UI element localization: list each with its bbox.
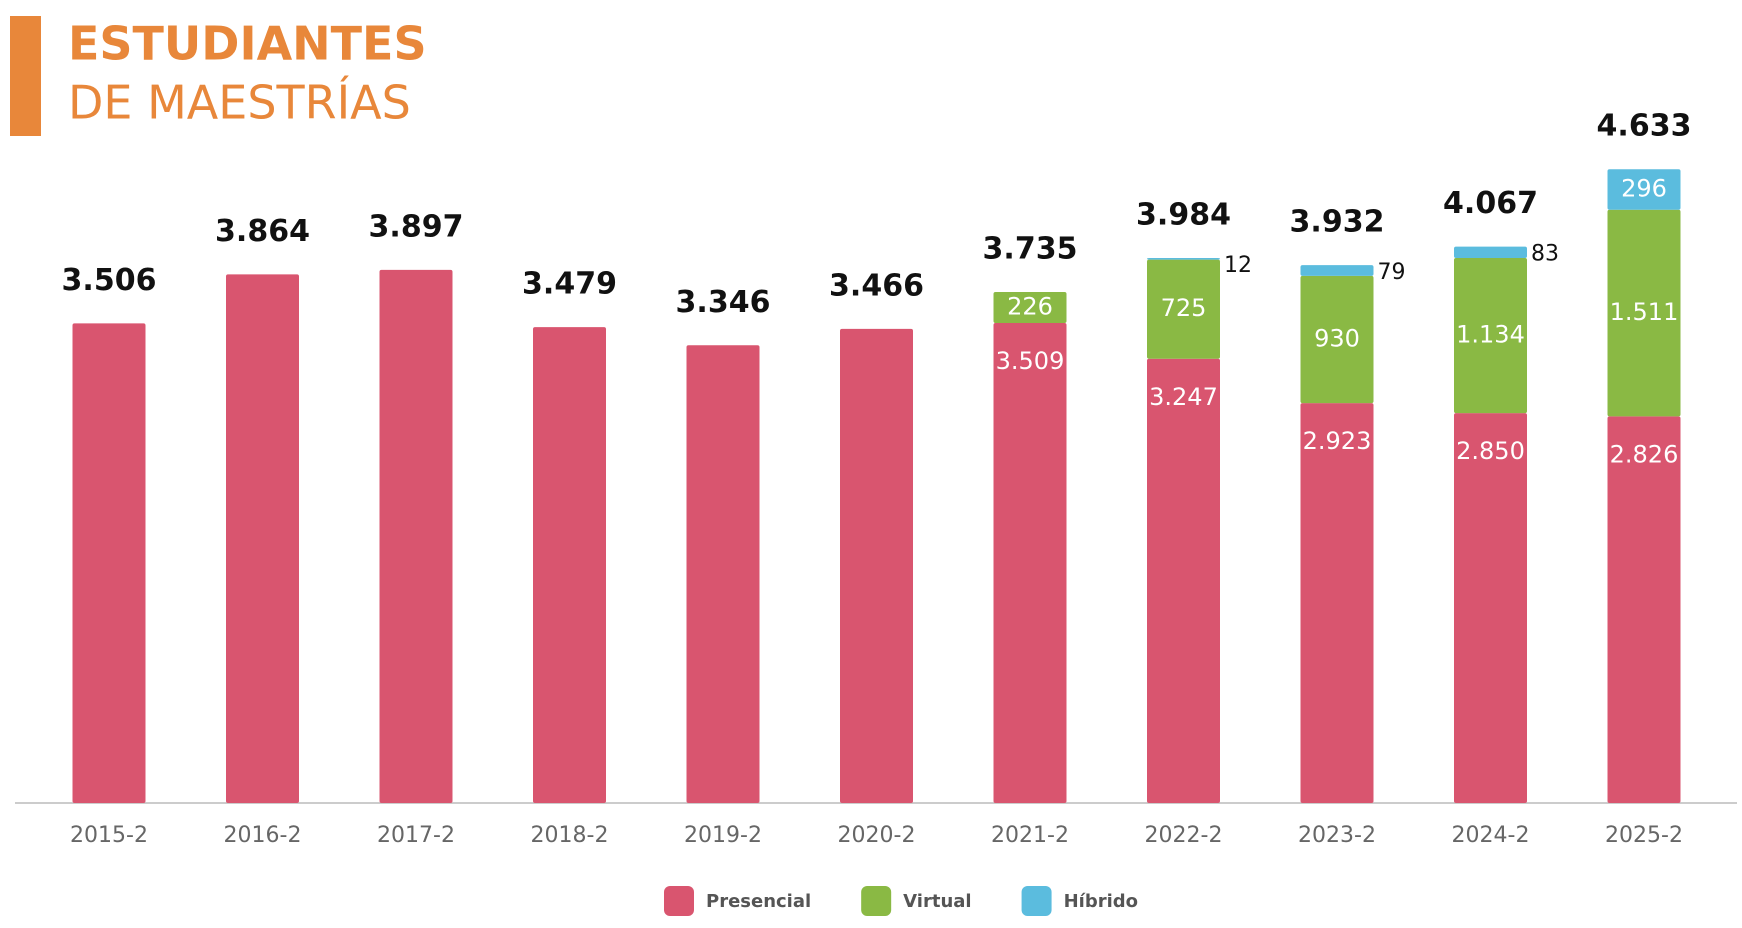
total-label: 3.984 xyxy=(1136,197,1231,232)
chart-title: ESTUDIANTES xyxy=(68,17,427,71)
segment-label: 3.509 xyxy=(996,347,1065,375)
bar-segment xyxy=(1300,265,1374,276)
segment-label: 12 xyxy=(1224,253,1252,278)
legend-swatch xyxy=(664,886,694,916)
total-label: 3.932 xyxy=(1290,205,1385,240)
title-accent xyxy=(10,16,41,136)
total-label: 4.633 xyxy=(1597,109,1692,144)
bar-segment xyxy=(686,345,760,803)
x-tick-label: 2016-2 xyxy=(224,823,302,848)
x-tick-label: 2017-2 xyxy=(377,823,455,848)
total-label: 3.506 xyxy=(62,263,157,298)
total-label: 3.864 xyxy=(215,214,310,249)
segment-label: 1.134 xyxy=(1456,321,1525,349)
segment-label: 79 xyxy=(1378,260,1406,285)
segment-label: 296 xyxy=(1621,174,1667,202)
bar-segment xyxy=(533,327,606,803)
x-tick-label: 2020-2 xyxy=(838,823,916,848)
total-label: 4.067 xyxy=(1443,186,1538,221)
x-tick-label: 2019-2 xyxy=(684,823,762,848)
bar-segment xyxy=(993,322,1067,803)
total-label: 3.735 xyxy=(983,232,1078,267)
bar-segment xyxy=(1454,246,1527,258)
segment-label: 930 xyxy=(1314,325,1360,353)
bar-segment xyxy=(1607,209,1681,417)
bar-segment xyxy=(1607,416,1681,803)
x-tick-label: 2022-2 xyxy=(1145,823,1223,848)
total-label: 3.479 xyxy=(522,267,617,302)
total-label: 3.897 xyxy=(369,209,464,244)
bar-segment xyxy=(379,269,453,804)
bar-segment xyxy=(1300,275,1374,404)
bar-segment xyxy=(226,274,299,803)
segment-label: 83 xyxy=(1531,242,1559,267)
bar-segment xyxy=(1454,413,1527,803)
bar-segment xyxy=(72,323,146,803)
bar-segment xyxy=(840,328,913,803)
bar-segment xyxy=(1454,257,1527,414)
legend-swatch xyxy=(1021,886,1052,916)
total-label: 3.466 xyxy=(829,268,924,303)
x-tick-label: 2025-2 xyxy=(1605,823,1683,848)
legend-swatch xyxy=(861,886,892,916)
bar-segment xyxy=(1147,358,1220,803)
bar-segment xyxy=(1147,259,1220,359)
bar-segment xyxy=(1607,169,1681,210)
legend-label: Híbrido xyxy=(1064,891,1138,912)
x-tick-label: 2024-2 xyxy=(1452,823,1530,848)
x-tick-label: 2021-2 xyxy=(991,823,1069,848)
bar-segment xyxy=(1300,403,1374,803)
segment-label: 1.511 xyxy=(1610,298,1679,326)
total-label: 3.346 xyxy=(676,285,771,320)
segment-label: 2.923 xyxy=(1303,427,1372,455)
segment-label: 2.826 xyxy=(1610,440,1679,468)
x-tick-label: 2015-2 xyxy=(70,823,148,848)
segment-label: 2.850 xyxy=(1456,437,1525,465)
legend-label: Virtual xyxy=(903,891,971,912)
segment-label: 3.247 xyxy=(1149,383,1218,411)
bar-segment xyxy=(993,292,1067,323)
x-tick-label: 2018-2 xyxy=(531,823,609,848)
legend-label: Presencial xyxy=(706,891,811,912)
segment-label: 226 xyxy=(1007,293,1053,321)
segment-label: 725 xyxy=(1161,294,1207,322)
x-tick-label: 2023-2 xyxy=(1298,823,1376,848)
bar-segment xyxy=(1147,257,1220,260)
chart-subtitle: DE MAESTRÍAS xyxy=(68,76,411,130)
